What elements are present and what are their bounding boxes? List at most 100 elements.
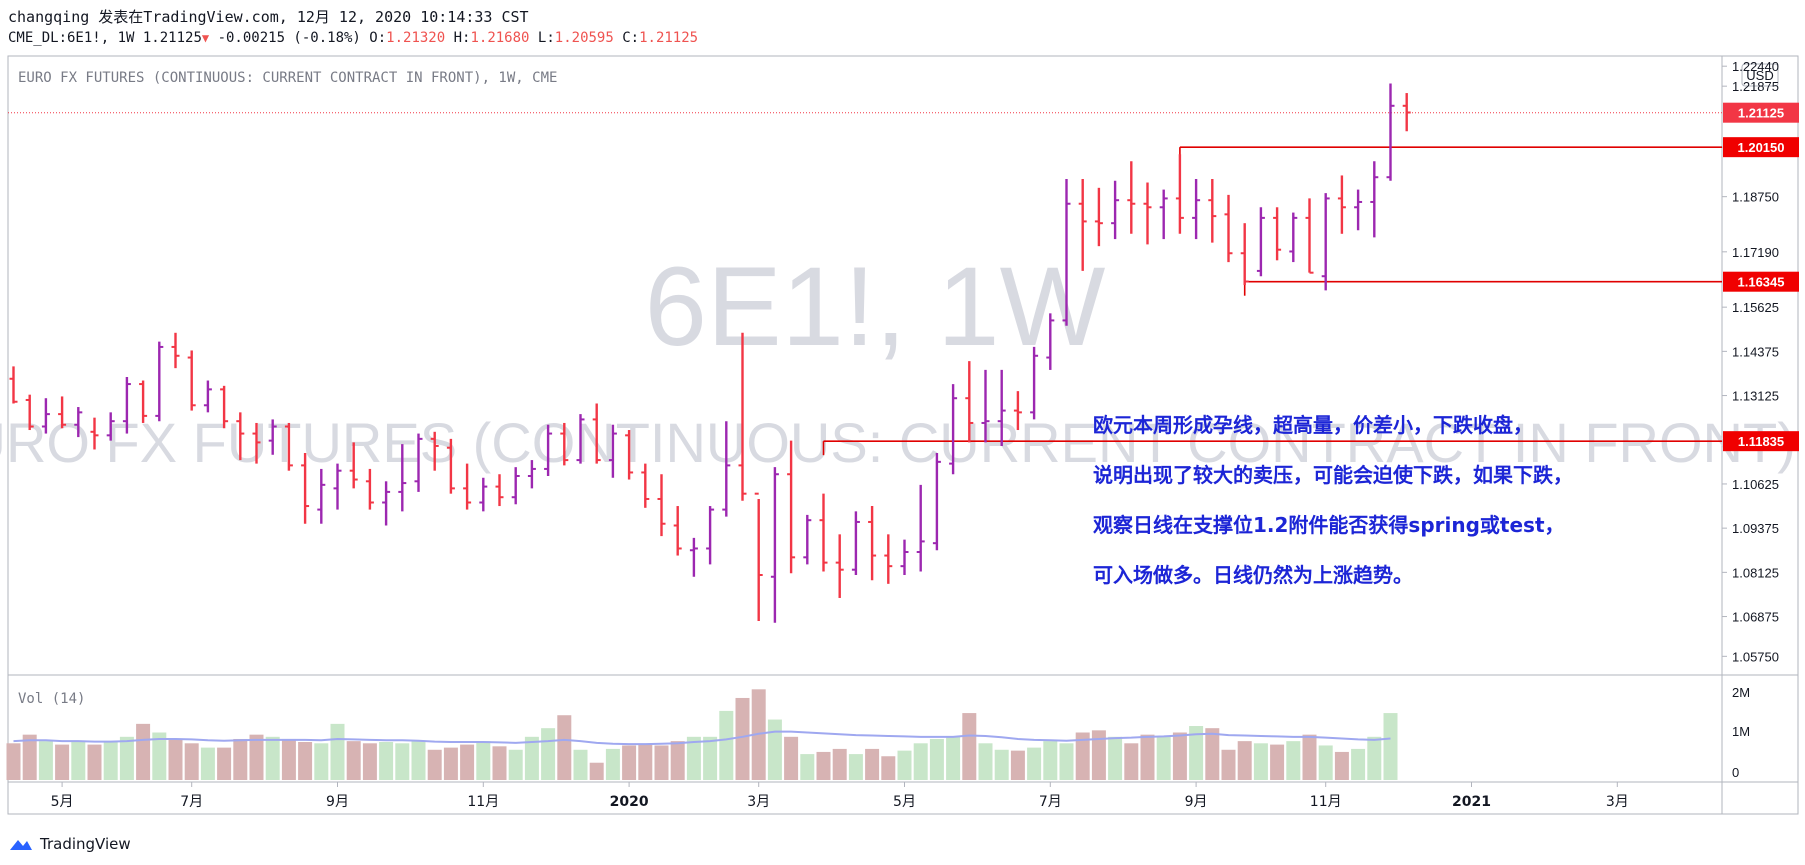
- price-labels: 1.21125 1.20150 1.16345 1.11835: [1723, 102, 1799, 452]
- ohlc-bar: [463, 463, 472, 510]
- volume-bar: [217, 747, 232, 780]
- volume-bar: [913, 743, 928, 780]
- volume-bar: [1205, 728, 1220, 780]
- ohlc-bar: [1046, 313, 1055, 370]
- publish-info: changqing 发表在TradingView.com, 12月 12, 20…: [8, 8, 529, 26]
- time-tick-label: 2020: [610, 794, 649, 810]
- vol-tick: 0: [1732, 765, 1739, 780]
- vol-tick: 2M: [1732, 685, 1750, 700]
- volume-bar: [1124, 743, 1139, 780]
- volume-bar: [654, 745, 669, 780]
- time-tick-label: 7月: [180, 794, 203, 810]
- ohlc-bar: [1240, 223, 1249, 286]
- ohlc-bar: [625, 430, 634, 480]
- volume-bar: [1172, 732, 1187, 780]
- ohlc-legend: CME_DL:6E1!, 1W 1.21125▼ -0.00215 (-0.18…: [8, 30, 698, 46]
- ohlc-bar: [932, 453, 941, 551]
- annotation: 欧元本周形成孕线，超高量，价差小，下跌收盘， 说明出现了较大的卖压，可能会迫使下…: [1093, 413, 1573, 587]
- price-tick-label: 1.10625: [1732, 477, 1779, 492]
- watermark-description: EURO FX FUTURES (CONTINUOUS: CURRENT CON…: [0, 411, 1796, 474]
- volume-bar: [168, 738, 183, 780]
- open-value: 1.21320: [386, 30, 446, 46]
- ohlc-bar: [139, 380, 148, 423]
- brand[interactable]: TradingView: [8, 835, 131, 853]
- volume-bar: [929, 738, 944, 780]
- ohlc-bar: [203, 380, 212, 413]
- ohlc-bar: [1094, 187, 1103, 247]
- volume-bar: [492, 746, 507, 780]
- ohlc-bar: [317, 468, 326, 524]
- volume-bar: [184, 743, 199, 780]
- open-label: O:: [369, 30, 387, 46]
- ohlc-bar: [122, 376, 131, 434]
- price-label-text: 1.21125: [1738, 106, 1784, 121]
- ohlc-bar: [1143, 182, 1152, 245]
- ohlc-bars: [9, 83, 1411, 623]
- ohlc-bar: [641, 463, 650, 508]
- ohlc-bar: [1273, 207, 1282, 261]
- volume-bar: [1140, 734, 1155, 780]
- volume-bar: [55, 744, 70, 780]
- ohlc-bar: [187, 350, 196, 411]
- ohlc-bar: [41, 398, 50, 434]
- annotation-line-2: 说明出现了较大的卖压，可能会迫使下跌，如果下跌，: [1093, 463, 1573, 487]
- price-tick-label: 1.18750: [1732, 190, 1779, 205]
- volume-bar: [1221, 749, 1236, 780]
- volume-bar: [1270, 744, 1285, 780]
- ohlc-bar: [252, 422, 261, 464]
- price-tick-label: 1.05750: [1732, 649, 1779, 664]
- ohlc-bar: [787, 440, 796, 574]
- currency-button[interactable]: [1741, 63, 1779, 87]
- volume-bar: [1351, 748, 1366, 780]
- volume-bar: [735, 697, 750, 780]
- ohlc-bar: [835, 534, 844, 598]
- support-resistance-levels: [822, 146, 1722, 456]
- ohlc-bar: [803, 514, 812, 565]
- volume-bar: [281, 738, 296, 780]
- ohlc-bar: [1370, 161, 1379, 238]
- volume-bar: [897, 750, 912, 780]
- volume-bar: [38, 741, 53, 780]
- volume-bar: [508, 749, 523, 780]
- volume-bar: [362, 743, 377, 780]
- volume-bar: [298, 742, 313, 780]
- ohlc-bar: [819, 493, 828, 572]
- ohlc-bar: [1192, 178, 1201, 240]
- ohlc-bar: [900, 539, 909, 575]
- volume-bars: [6, 689, 1398, 780]
- ohlc-bar: [333, 463, 342, 510]
- volume-bar: [346, 741, 361, 780]
- last-price: 1.21125: [142, 30, 202, 46]
- ohlc-bar: [754, 492, 763, 621]
- volume-bar: [1043, 741, 1058, 780]
- volume-bar: [1334, 751, 1349, 780]
- ohlc-bar: [106, 412, 115, 441]
- low-label: L:: [537, 30, 555, 46]
- close-value: 1.21125: [639, 30, 699, 46]
- ohlc-bar: [1127, 161, 1136, 234]
- ohlc-bar: [1175, 154, 1184, 234]
- ohlc-bar: [1030, 346, 1039, 420]
- symbol-label: CME_DL:6E1!, 1W: [8, 30, 135, 46]
- volume-bar: [1108, 736, 1123, 780]
- volume-bar: [427, 749, 442, 780]
- time-axis: 5月 7月 9月 11月 2020 3月 5月 7月 9月 11月 2021 3月: [51, 782, 1629, 810]
- volume-bar: [541, 728, 556, 780]
- volume-bar: [395, 743, 410, 780]
- ohlc-bar: [592, 403, 601, 464]
- price-label-box: [1723, 137, 1799, 158]
- volume-bar: [71, 742, 86, 780]
- change-value: -0.00215 (-0.18%): [217, 30, 361, 46]
- volume-bar: [800, 754, 815, 780]
- volume-bar: [22, 734, 37, 780]
- volume-moving-average: [13, 730, 1391, 746]
- ohlc-bar: [527, 460, 536, 489]
- ohlc-bar: [1062, 178, 1071, 326]
- ohlc-bar: [997, 369, 1006, 446]
- volume-bar: [994, 749, 1009, 780]
- price-label-text: 1.16345: [1738, 275, 1785, 290]
- ohlc-bar: [1111, 180, 1120, 240]
- volume-bar: [1286, 741, 1301, 780]
- ohlc-bar: [560, 422, 569, 466]
